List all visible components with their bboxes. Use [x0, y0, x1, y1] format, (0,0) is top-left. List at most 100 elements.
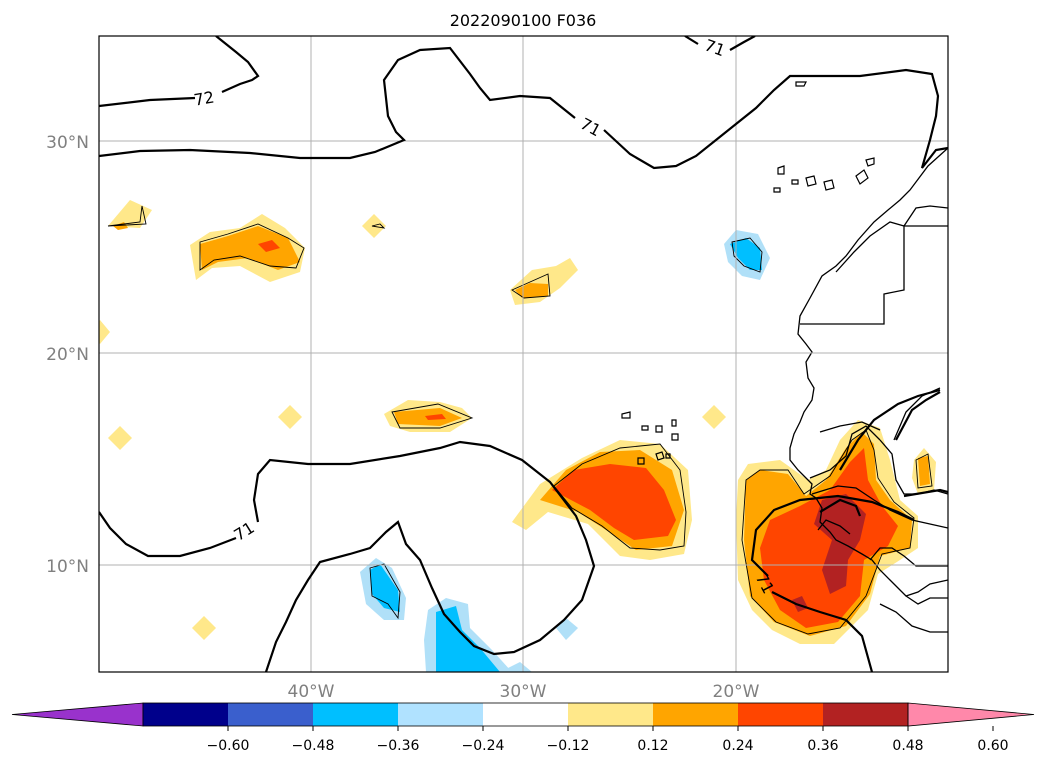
lat-label: 20°N	[46, 345, 89, 365]
anomaly-outline	[731, 237, 763, 273]
anomaly-blob	[918, 456, 930, 486]
island	[655, 425, 663, 433]
contour-line	[895, 391, 941, 441]
island	[655, 451, 665, 461]
contour-line	[603, 68, 948, 170]
island	[641, 425, 649, 431]
colorbar-tick-label: −0.12	[547, 738, 590, 754]
anomaly-blob	[192, 616, 216, 640]
anomaly-outline	[107, 205, 147, 227]
map-frame	[98, 35, 949, 673]
colorbar-segment	[653, 703, 738, 726]
anomaly-outline	[371, 223, 386, 229]
coastlines	[789, 147, 948, 633]
colorbar-segment	[568, 703, 653, 726]
anomaly-outline	[553, 443, 687, 551]
colorbar-tick-label: 0.24	[722, 738, 753, 754]
anomaly-outline	[369, 563, 401, 620]
border	[835, 221, 905, 273]
colorbar-segment	[143, 703, 228, 726]
figure-title: 2022090100 F036	[450, 11, 597, 30]
contour-line	[252, 440, 596, 672]
lon-label: 20°W	[713, 682, 760, 702]
colorbar-tick-label: −0.48	[292, 738, 335, 754]
colorbar-segment	[398, 703, 483, 726]
islands	[621, 81, 875, 465]
anomaly-blob	[200, 226, 300, 270]
contour-label: 72	[192, 87, 215, 109]
colorbar-extend-high	[907, 702, 1035, 727]
contour-line	[684, 36, 699, 45]
anomaly-shading	[99, 200, 936, 672]
lat-label: 30°N	[46, 133, 89, 153]
anomaly-blob	[500, 662, 532, 672]
colorbar-segment	[738, 703, 823, 726]
border	[800, 225, 948, 325]
colorbar-tick-label: 0.12	[637, 738, 668, 754]
contour-line	[903, 488, 948, 498]
contour-line	[99, 96, 196, 108]
anomaly-outlines	[107, 205, 933, 635]
colorbar-segment	[823, 703, 908, 726]
island	[665, 453, 671, 459]
map-panel	[99, 36, 948, 672]
lat-label: 10°N	[46, 557, 89, 577]
gridlines	[99, 36, 948, 672]
anomaly-blob	[370, 564, 400, 612]
contour-line	[99, 511, 237, 558]
colorbar-tick-label: −0.36	[377, 738, 420, 754]
anomaly-outline	[511, 273, 551, 299]
lon-label: 30°W	[500, 682, 547, 702]
colorbar-segment	[313, 703, 398, 726]
border	[905, 595, 948, 605]
contour-line	[215, 36, 260, 94]
island	[773, 187, 781, 193]
anomaly-blob	[814, 494, 866, 594]
colorbar-outline	[142, 702, 909, 727]
anomaly-blob	[258, 240, 280, 252]
anomaly-blob	[702, 405, 726, 429]
colorbar-segment	[228, 703, 313, 726]
contour-line	[819, 498, 862, 517]
anomaly-blob	[278, 405, 302, 429]
anomaly-blob	[108, 200, 152, 228]
colorbar-tick-label: −0.60	[207, 738, 250, 754]
island	[637, 457, 645, 465]
border	[903, 205, 948, 227]
island	[805, 175, 817, 187]
contour-line	[771, 591, 874, 672]
colorbar-segment	[483, 703, 568, 726]
island	[865, 157, 875, 167]
anomaly-blob	[730, 238, 762, 270]
colorbar-extend-low	[11, 702, 144, 727]
island	[823, 179, 835, 191]
island	[671, 419, 677, 427]
colorbar-tick-label: 0.48	[892, 738, 923, 754]
island	[671, 433, 679, 441]
border	[819, 421, 881, 433]
border	[817, 519, 851, 535]
island	[777, 165, 785, 175]
africa-coast	[789, 147, 948, 597]
anomaly-outline	[741, 429, 915, 635]
anomaly-outline	[199, 223, 305, 271]
contour-line	[99, 46, 576, 160]
colorbar-tick-label: −0.24	[462, 738, 505, 754]
island	[795, 81, 807, 87]
anomaly-blob	[108, 426, 132, 450]
contour-line	[839, 388, 941, 471]
colorbar-tick-label: 0.60	[977, 738, 1008, 754]
border	[879, 603, 948, 633]
contour-line	[750, 494, 915, 577]
contour-line	[729, 36, 756, 51]
anomaly-blob	[792, 596, 808, 612]
colorbar-tick-label: 0.36	[807, 738, 838, 754]
anomaly-blob	[552, 464, 676, 540]
anomaly-outline	[391, 403, 474, 429]
contour-lines	[99, 36, 948, 672]
island	[621, 411, 631, 419]
island	[855, 169, 869, 185]
colorbar: −0.60 −0.48 −0.36 −0.24 −0.12 0.12 0.24 0.36 0.4…	[11, 702, 1035, 754]
anomaly-outline	[915, 453, 933, 489]
